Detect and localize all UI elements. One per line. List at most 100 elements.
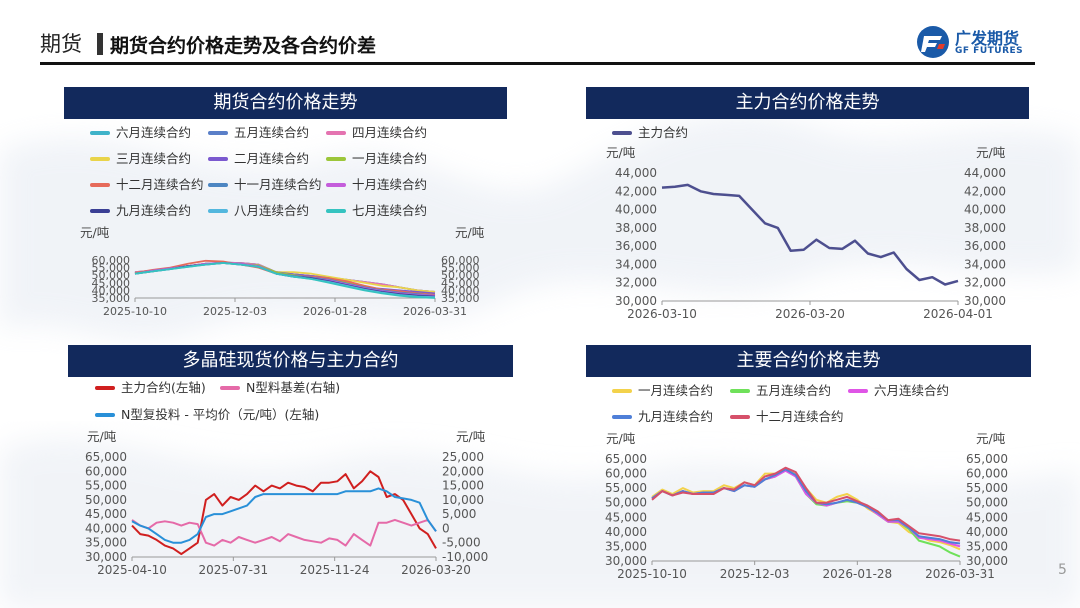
legend-label: 六月连续合约 bbox=[116, 125, 192, 140]
legend-swatch bbox=[612, 130, 632, 135]
chart3-title: 多晶硅现货价格与主力合约 bbox=[68, 345, 513, 377]
legend-item: 三月连续合约 bbox=[90, 148, 191, 167]
legend-label: 十二月连续合约 bbox=[756, 409, 844, 424]
y-tick-label: 65,000 bbox=[605, 452, 647, 466]
legend-label: 一月连续合约 bbox=[352, 151, 428, 166]
x-tick-label: 2026-04-01 bbox=[923, 307, 993, 321]
logo-english-name: GF FUTURES bbox=[955, 46, 1024, 56]
y-tick-label-right: 44,000 bbox=[964, 166, 1006, 180]
company-logo: 广发期货 GF FUTURES bbox=[915, 22, 1045, 62]
x-tick-label: 2025-12-03 bbox=[203, 305, 267, 318]
y-tick-label-right: 35,000 bbox=[966, 539, 1008, 553]
y-tick-label-right: 34,000 bbox=[964, 257, 1006, 271]
x-tick-label: 2026-03-20 bbox=[401, 563, 471, 577]
background-ink-wash bbox=[0, 115, 1080, 608]
series-line bbox=[131, 470, 437, 556]
legend-swatch bbox=[208, 130, 228, 135]
legend-item: 十月连续合约 bbox=[326, 174, 427, 193]
legend-label: 五月连续合约 bbox=[234, 125, 310, 140]
header-divider bbox=[40, 62, 1035, 65]
chart1-plot: 60,00055,00050,00045,00040,00035,00060,0… bbox=[92, 254, 480, 318]
chart2-title: 主力合约价格走势 bbox=[586, 87, 1029, 119]
legend-item: 一月连续合约 bbox=[612, 380, 713, 399]
legend-item: 五月连续合约 bbox=[730, 380, 831, 399]
y-tick-label: 30,000 bbox=[615, 294, 657, 308]
legend-item: 四月连续合约 bbox=[326, 122, 427, 141]
legend-label: 一月连续合约 bbox=[638, 383, 714, 398]
chart1-legend: 六月连续合约 五月连续合约 四月连续合约 三月连续合约 二月连续合约 一月连续合约 十二月连… bbox=[90, 122, 510, 222]
y-tick-label-right: 50,000 bbox=[966, 496, 1008, 510]
chart2-ylabel-right: 元/吨 bbox=[976, 145, 1006, 160]
legend-item: 主力合约 bbox=[612, 122, 688, 141]
x-tick-label: 2025-04-10 bbox=[97, 563, 167, 577]
series-line bbox=[651, 468, 961, 545]
y-tick-label-right: 30,000 bbox=[966, 554, 1008, 568]
y-tick-label-right: 36,000 bbox=[964, 239, 1006, 253]
y-tick-label: 60,000 bbox=[92, 254, 131, 267]
chart4-legend: 一月连续合约 五月连续合约 六月连续合约 九月连续合约 十二月连续合约 bbox=[612, 380, 1032, 424]
y-tick-label-right: 42,000 bbox=[964, 184, 1006, 198]
y-tick-label: 30,000 bbox=[85, 550, 127, 564]
series-line bbox=[651, 469, 961, 551]
legend-swatch bbox=[326, 156, 346, 161]
legend-swatch bbox=[612, 388, 632, 393]
legend-label: 十二月连续合约 bbox=[116, 177, 204, 192]
legend-item: 六月连续合约 bbox=[90, 122, 191, 141]
legend-label: 五月连续合约 bbox=[756, 383, 832, 398]
legend-item: 五月连续合约 bbox=[208, 122, 309, 141]
legend-item: N型复投料 - 平均价（元/吨）(左轴) bbox=[95, 404, 319, 423]
y-tick-label: 65,000 bbox=[85, 450, 127, 464]
y-tick-label: 50,000 bbox=[605, 496, 647, 510]
legend-swatch bbox=[90, 208, 110, 213]
legend-item: 九月连续合约 bbox=[612, 406, 713, 425]
y-tick-label-right: 40,000 bbox=[966, 525, 1008, 539]
legend-swatch bbox=[326, 182, 346, 187]
chart3-ylabel-right: 元/吨 bbox=[456, 429, 486, 444]
legend-item: 八月连续合约 bbox=[208, 200, 309, 219]
series-line bbox=[134, 262, 436, 299]
legend-swatch bbox=[220, 385, 240, 390]
y-tick-label-right: 5,000 bbox=[442, 507, 476, 521]
y-tick-label: 36,000 bbox=[615, 239, 657, 253]
chart3-legend: 主力合约(左轴) N型料基差(右轴) N型复投料 - 平均价（元/吨）(左轴) bbox=[95, 377, 515, 423]
series-line bbox=[134, 259, 436, 296]
x-tick-label: 2026-03-31 bbox=[403, 305, 467, 318]
series-line bbox=[651, 468, 961, 558]
y-tick-label-right: 65,000 bbox=[966, 452, 1008, 466]
y-tick-label-right: 60,000 bbox=[441, 254, 480, 267]
section-label: 期货 bbox=[40, 32, 82, 56]
y-tick-label: 55,000 bbox=[92, 262, 131, 275]
x-tick-label: 2026-01-28 bbox=[822, 567, 892, 581]
y-tick-label: 42,000 bbox=[615, 184, 657, 198]
legend-label: 主力合约 bbox=[638, 125, 689, 140]
series-line bbox=[661, 183, 959, 286]
x-tick-label: 2026-01-28 bbox=[303, 305, 367, 318]
page-header: 期货 期货合约价格走势及各合约价差 广发期货 GF FUTURES bbox=[0, 0, 1080, 70]
y-tick-label: 35,000 bbox=[85, 536, 127, 550]
y-tick-label: 55,000 bbox=[605, 481, 647, 495]
y-tick-label-right: 38,000 bbox=[964, 221, 1006, 235]
y-tick-label-right: 40,000 bbox=[441, 284, 480, 297]
x-tick-label: 2025-10-10 bbox=[103, 305, 167, 318]
legend-swatch bbox=[208, 156, 228, 161]
legend-swatch bbox=[90, 130, 110, 135]
y-tick-label: 44,000 bbox=[615, 166, 657, 180]
legend-label: 四月连续合约 bbox=[352, 125, 428, 140]
y-tick-label: 60,000 bbox=[85, 464, 127, 478]
series-line bbox=[131, 518, 437, 547]
legend-item: 十二月连续合约 bbox=[90, 174, 204, 193]
y-tick-label: 45,000 bbox=[85, 507, 127, 521]
legend-swatch bbox=[848, 388, 868, 393]
series-line bbox=[651, 466, 961, 542]
legend-item: 十二月连续合约 bbox=[730, 406, 844, 425]
legend-label: 九月连续合约 bbox=[638, 409, 714, 424]
legend-swatch bbox=[326, 130, 346, 135]
x-tick-label: 2025-10-10 bbox=[617, 567, 687, 581]
chart2-legend: 主力合约 bbox=[612, 122, 912, 142]
chart1-title: 期货合约价格走势 bbox=[64, 87, 507, 119]
chart1-ylabel: 元/吨 bbox=[80, 225, 110, 240]
logo-chinese-name: 广发期货 bbox=[955, 29, 1020, 48]
x-tick-label: 2025-11-24 bbox=[300, 563, 370, 577]
title-separator-bar bbox=[97, 33, 103, 55]
y-tick-label-right: -10,000 bbox=[442, 550, 488, 564]
